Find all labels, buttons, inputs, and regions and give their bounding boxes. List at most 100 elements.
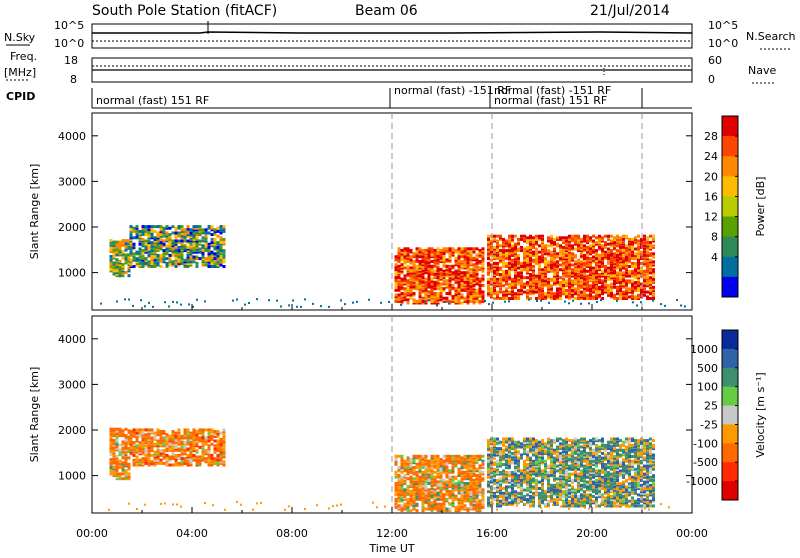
data-cell [496,254,499,257]
data-cell [619,246,622,249]
data-cell [535,256,538,259]
data-cell [154,236,157,239]
data-cell [547,286,550,289]
data-cell [643,248,646,251]
data-cell [514,235,517,238]
data-cell [113,471,116,474]
data-cell [211,443,214,446]
data-cell [596,301,598,303]
data-cell [136,257,139,260]
data-cell [217,430,220,433]
data-cell [172,448,175,451]
data-cell [205,228,208,231]
data-cell [157,254,160,257]
data-cell [461,476,464,479]
data-cell [169,233,172,236]
data-cell [419,298,422,301]
data-cell [175,265,178,268]
data-cell [535,482,538,485]
data-cell [461,271,464,274]
data-cell [440,487,443,490]
data-cell [122,274,125,277]
data-cell [148,443,151,446]
data-cell [470,297,473,300]
nsky-left-tick-top: 10^5 [54,19,84,32]
data-cell [517,441,520,444]
data-cell [586,275,589,278]
data-cell [452,466,455,469]
data-cell [410,258,413,261]
data-cell [178,432,181,435]
data-cell [422,270,425,273]
data-cell [601,284,604,287]
data-cell [431,278,434,281]
beam-label: Beam 06 [355,3,418,19]
data-cell [395,300,398,303]
data-cell [470,482,473,485]
data-cell [628,252,631,255]
data-cell [544,268,547,271]
data-cell [637,252,640,255]
data-cell [538,447,541,450]
data-cell [604,265,607,268]
data-cell [205,428,208,431]
data-cell [586,240,589,243]
data-cell [446,273,449,276]
data-cell [220,256,223,259]
data-cell [574,495,577,498]
data-cell [133,227,136,230]
data-cell [398,282,401,285]
data-cell [395,458,398,461]
data-cell [544,257,547,260]
data-cell [496,479,499,482]
data-cell [586,281,589,284]
freq-left-tick-top: 18 [64,54,78,67]
data-cell [404,255,407,258]
data-cell [487,481,490,484]
data-cell [142,243,145,246]
data-cell [211,464,214,467]
data-cell [136,225,139,228]
data-cell [625,235,628,238]
data-cell [125,261,128,264]
data-cell [425,487,428,490]
data-cell [395,487,398,490]
data-cell [595,249,598,252]
data-cell [517,254,520,257]
data-cell [574,260,577,263]
data-cell [398,487,401,490]
data-cell [211,428,214,431]
data-cell [443,270,446,273]
data-cell [520,289,523,292]
data-cell [550,270,553,273]
data-cell [151,249,154,252]
data-cell [458,295,461,298]
data-cell [564,301,566,303]
data-cell [541,238,544,241]
data-cell [622,267,625,270]
data-cell [511,235,514,238]
data-cell [428,492,431,495]
data-cell [214,448,217,451]
data-cell [523,477,526,480]
data-cell [604,235,607,238]
data-cell [467,300,470,303]
data-cell [476,282,479,285]
data-cell [565,450,568,453]
data-cell [565,292,568,295]
data-cell [520,487,523,490]
data-cell [482,463,485,466]
data-cell [589,284,592,287]
data-cell [496,281,499,284]
data-cell [473,479,476,482]
data-cell [157,456,160,459]
data-cell [470,492,473,495]
data-cell [422,509,425,512]
data-cell [559,455,562,458]
data-cell [446,458,449,461]
data-cell [401,257,404,260]
data-cell [556,260,559,263]
data-cell [499,487,502,490]
data-cell [592,270,595,273]
data-cell [157,428,160,431]
